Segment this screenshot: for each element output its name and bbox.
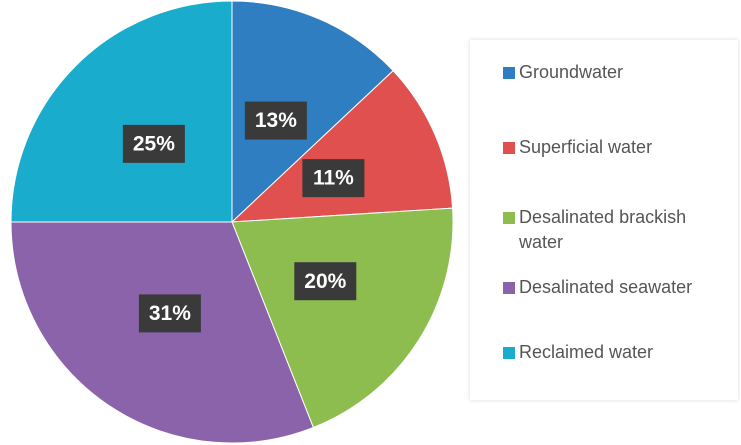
data-label-box [294, 262, 357, 301]
legend: Groundwater Superficial water Desalinated … [470, 40, 738, 400]
legend-swatch [503, 282, 515, 294]
legend-label: Reclaimed water [519, 342, 654, 362]
data-label: 20% [304, 270, 346, 293]
legend-swatch [503, 67, 515, 79]
legend-label: Superficial water [519, 137, 653, 157]
data-label-box [122, 124, 185, 163]
pie-slice [10, 0, 233, 223]
legend-swatch [503, 347, 515, 359]
data-label: 25% [133, 132, 175, 155]
legend-item: Superficial water [503, 135, 719, 160]
pie-slice [10, 221, 315, 444]
pie-slice [230, 70, 454, 223]
legend-label: Desalinated brackish water [519, 207, 687, 252]
legend-item: Reclaimed water [503, 340, 719, 365]
data-label: 31% [149, 302, 191, 325]
data-label-box [244, 101, 307, 140]
legend-label: Desalinated seawater [519, 277, 693, 297]
legend-swatch [503, 212, 515, 224]
legend-item: Desalinated seawater [503, 275, 719, 300]
data-label: 11% [313, 167, 354, 190]
pie-slice [231, 207, 454, 429]
data-label-box [302, 159, 365, 198]
legend-item: Groundwater [503, 60, 719, 85]
legend-label: Groundwater [519, 62, 624, 82]
legend-swatch [503, 142, 515, 154]
legend-item: Desalinated brackish water [503, 205, 719, 255]
pie-slice [231, 0, 394, 224]
data-label-box [138, 294, 201, 333]
data-label: 13% [255, 109, 297, 132]
